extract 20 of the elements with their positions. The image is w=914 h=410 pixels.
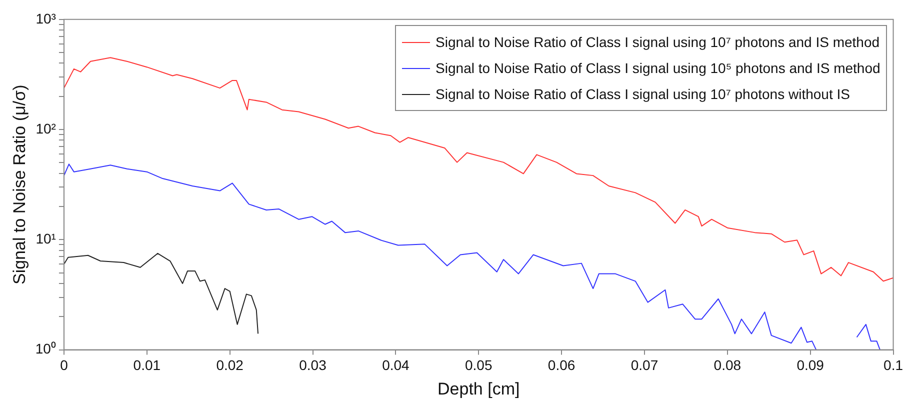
x-tick-label: 0 [60, 357, 68, 374]
x-tick-label: 0.08 [714, 357, 742, 374]
legend-label: Signal to Noise Ratio of Class I signal using 10⁷ photons and IS method [436, 33, 880, 52]
y-tick-label: 10¹ [36, 230, 56, 247]
x-tick-label: 0.04 [382, 357, 410, 374]
y-tick-label: 10² [36, 120, 56, 136]
x-axis-title: Depth [cm] [438, 379, 520, 398]
x-tick-label: 0.03 [299, 357, 327, 374]
x-tick-label: 0.06 [548, 357, 576, 374]
x-tick-label: 0.1 [884, 357, 904, 374]
y-tick-label: 10⁰ [35, 340, 56, 357]
y-axis-title: Signal to Noise Ratio (μ/σ) [10, 84, 29, 285]
x-tick-label: 0.01 [133, 357, 161, 374]
x-tick-label: 0.09 [796, 357, 824, 374]
legend-label: Signal to Noise Ratio of Class I signal using 10⁵ photons and IS method [436, 59, 880, 78]
x-tick-label: 0.05 [464, 357, 492, 374]
x-tick-label: 0.02 [216, 357, 244, 374]
legend-label: Signal to Noise Ratio of Class I signal using 10⁷ photons without IS [436, 85, 850, 104]
y-tick-label: 10³ [36, 10, 56, 26]
x-tick-label: 0.07 [630, 357, 658, 374]
